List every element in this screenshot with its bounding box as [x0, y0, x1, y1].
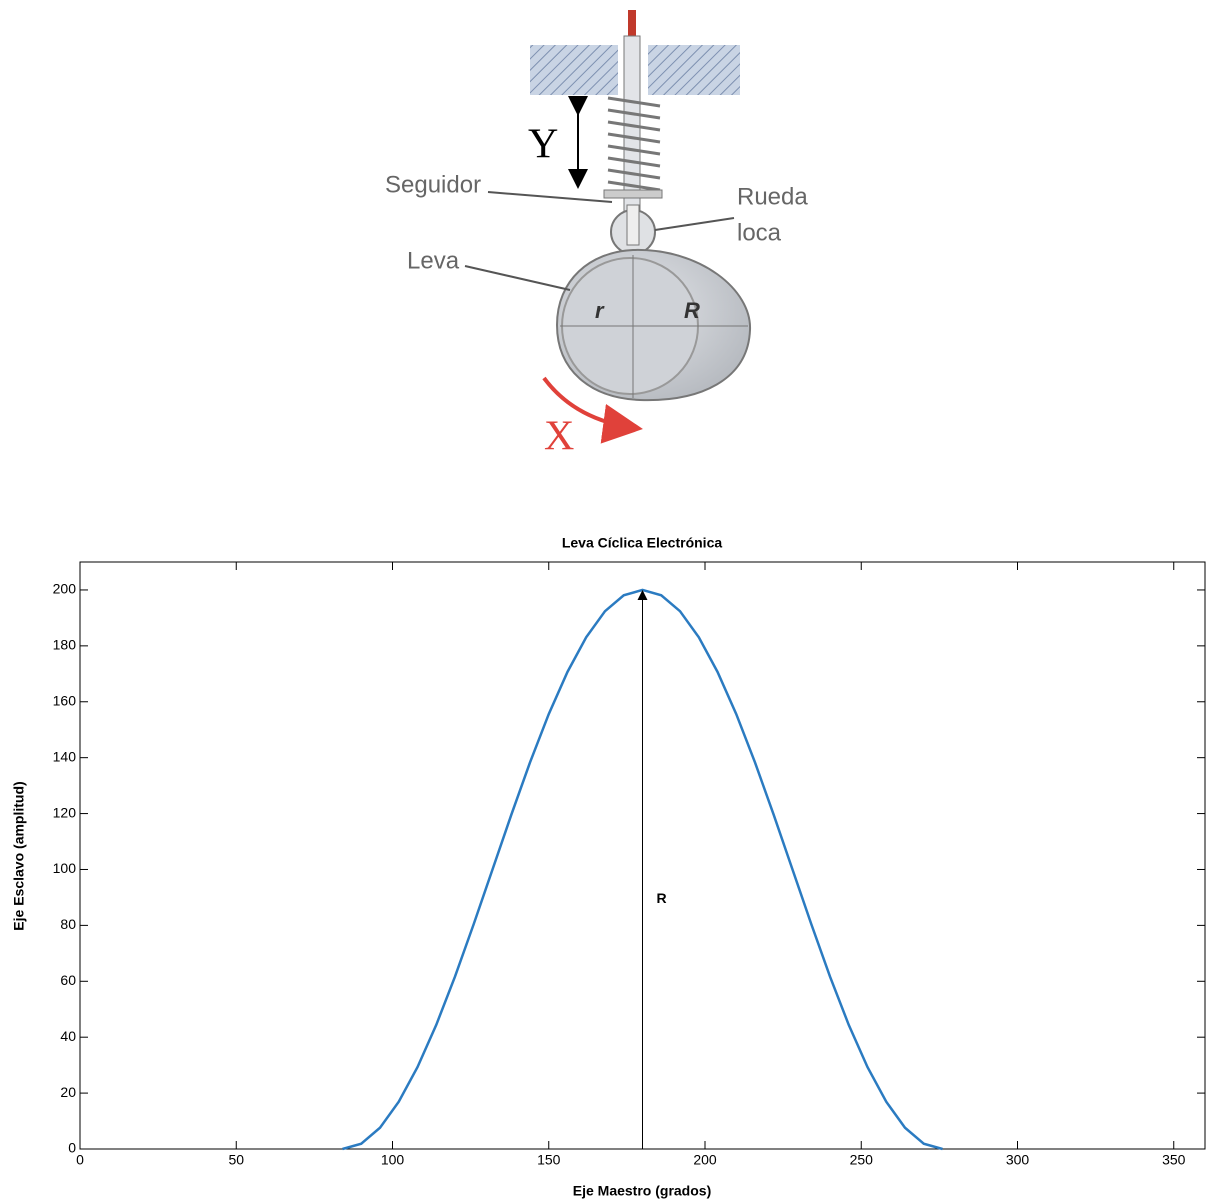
R-label: R: [684, 298, 700, 323]
y-tick-label: 20: [60, 1084, 76, 1100]
x-tick-label: 250: [850, 1152, 874, 1168]
x-tick-label: 50: [228, 1152, 244, 1168]
plate: [603, 189, 663, 199]
fork: [626, 204, 640, 246]
y-tick-label: 180: [53, 637, 77, 653]
y-tick-label: 160: [53, 692, 77, 708]
r-label: r: [595, 298, 605, 323]
ceiling: [648, 45, 740, 95]
y-tick-label: 80: [60, 916, 76, 932]
x-tick-label: 350: [1162, 1152, 1186, 1168]
leader: [464, 265, 571, 291]
x-axis-title: Eje Maestro (grados): [573, 1183, 711, 1199]
y-tick-label: 100: [53, 860, 77, 876]
follower-label: Seguidor: [385, 171, 481, 198]
wheel-label: Rueda: [737, 183, 808, 210]
x-tick-label: 100: [381, 1152, 405, 1168]
cam-label: Leva: [407, 247, 460, 274]
y-tick-label: 40: [60, 1028, 76, 1044]
y-label: Y: [528, 122, 558, 168]
y-tick-label: 0: [68, 1140, 76, 1156]
line: [342, 588, 943, 1151]
chart: Leva Cíclica Electrónica Eje Maestro (gr…: [11, 535, 1206, 1199]
y-tick-label: 120: [53, 804, 77, 820]
leader: [654, 217, 735, 231]
y-axis-title: Eje Esclavo (amplitud): [11, 781, 27, 930]
chart-title: Leva Cíclica Electrónica: [562, 535, 723, 551]
x-tick-label: 300: [1006, 1152, 1030, 1168]
rod-tip: [628, 10, 636, 38]
y-tick-label: 200: [53, 581, 77, 597]
x-tick-label: 0: [76, 1152, 84, 1168]
x-arrow: [542, 376, 643, 444]
diagram: Y Seguidor Rueda loca Leva r R X: [385, 10, 808, 460]
wheel-label: loca: [737, 219, 782, 246]
leader: [487, 191, 613, 203]
spring: [607, 96, 661, 192]
x-tick-label: 150: [537, 1152, 561, 1168]
x-label: X: [544, 414, 574, 460]
y-tick-label: 60: [60, 972, 76, 988]
annotation-label: R: [657, 890, 667, 906]
rod: [623, 35, 641, 233]
x-tick-label: 200: [693, 1152, 717, 1168]
y-tick-label: 140: [53, 748, 77, 764]
ceiling: [530, 45, 618, 95]
